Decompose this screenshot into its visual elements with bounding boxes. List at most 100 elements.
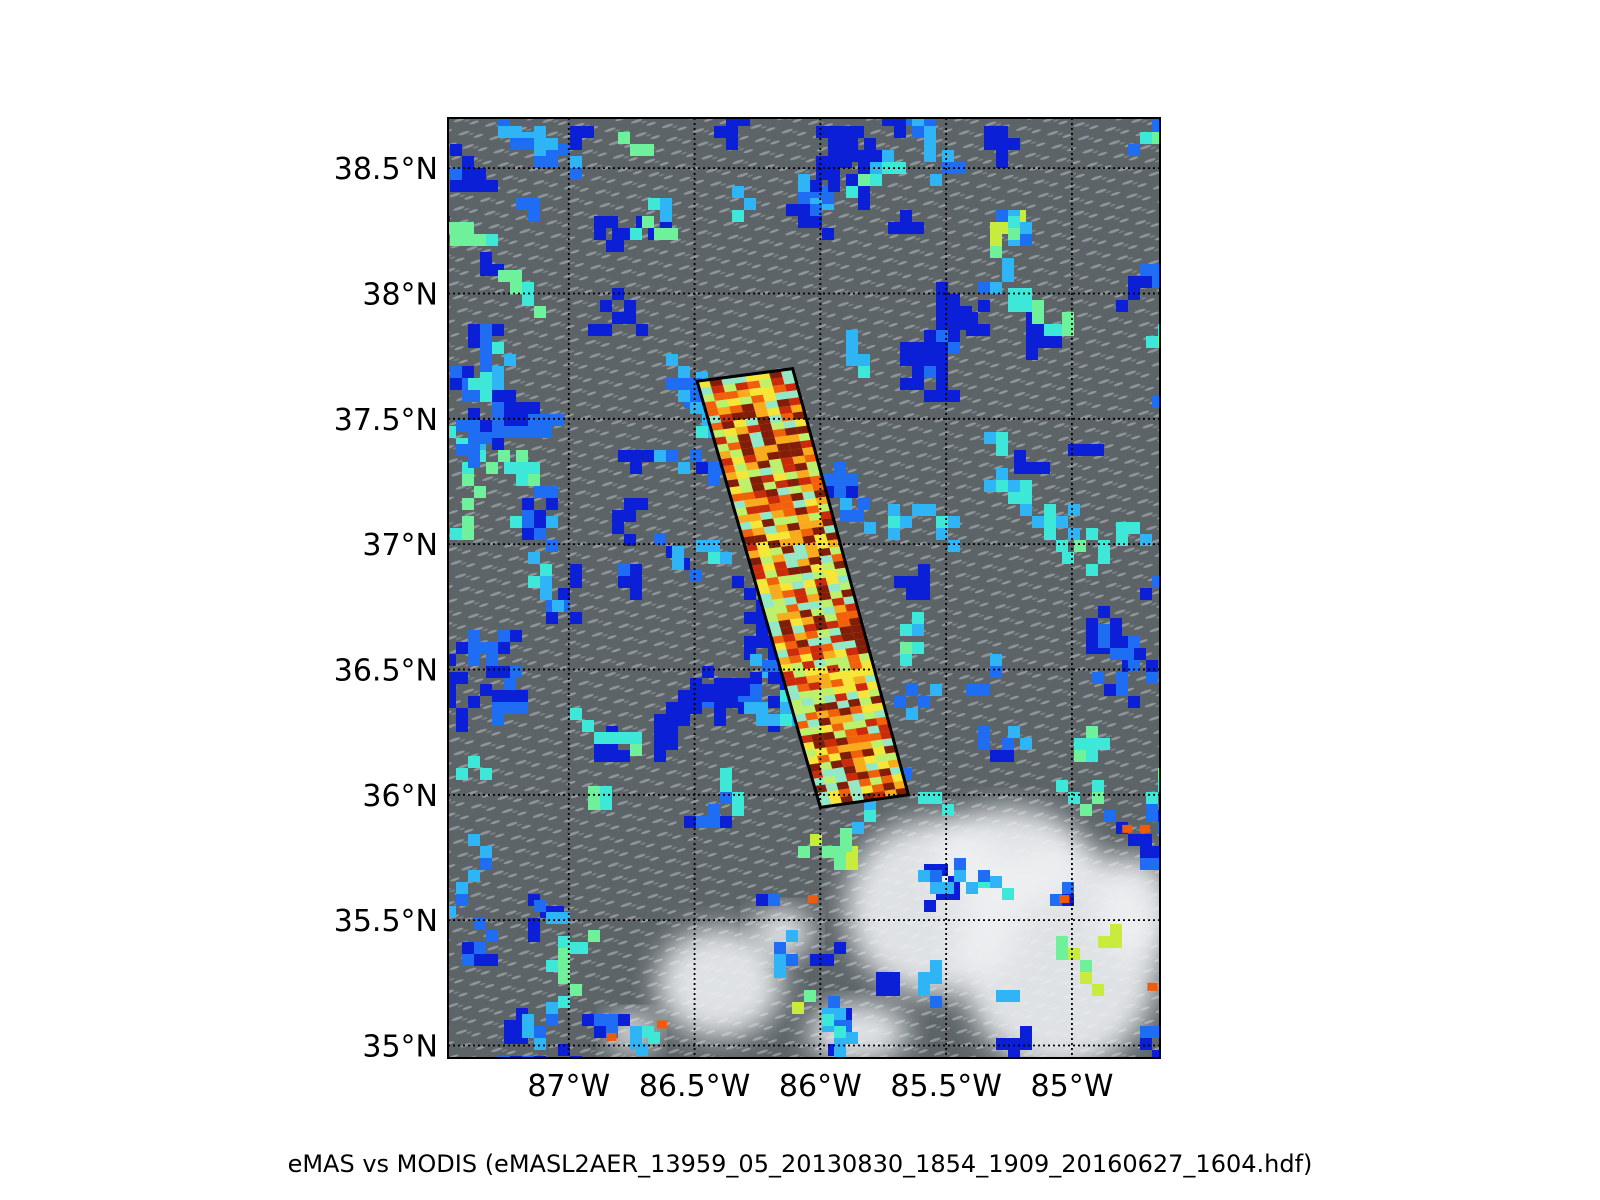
modis-pixel (480, 360, 492, 372)
modis-pixel (924, 150, 936, 162)
modis-pixel (618, 750, 630, 762)
modis-pixel (448, 696, 456, 708)
swath-cell (778, 405, 793, 415)
modis-pixel (498, 270, 510, 282)
modis-pixel (468, 870, 480, 882)
swath-cell (800, 572, 815, 581)
modis-pixel (630, 564, 642, 576)
swath-cell (825, 532, 839, 541)
modis-pixel (618, 576, 630, 588)
modis-pixel (870, 174, 882, 186)
modis-pixel (648, 198, 660, 210)
modis-pixel (534, 900, 546, 912)
swath-cell (711, 429, 726, 439)
swath-cell (853, 719, 867, 729)
modis-pixel (534, 306, 546, 318)
modis-pixel (492, 426, 504, 438)
swath-cell (804, 542, 818, 551)
swath-cell (755, 541, 770, 551)
swath-cell (740, 528, 754, 538)
modis-pixel (924, 366, 936, 378)
swath-cell (759, 511, 774, 521)
modis-pixel (570, 576, 582, 588)
swath-cell (793, 632, 808, 641)
modis-pixel (1008, 1050, 1020, 1058)
modis-pixel (516, 414, 528, 426)
swath-cell (801, 741, 816, 751)
modis-pixel (1152, 1026, 1160, 1038)
modis-pixel (462, 390, 474, 402)
modis-pixel (1020, 504, 1032, 516)
modis-pixel (636, 498, 648, 510)
swath-cell (741, 447, 756, 457)
swath-cell (772, 472, 787, 482)
modis-pixel (708, 540, 720, 552)
modis-pixel (558, 588, 570, 600)
modis-pixel (624, 498, 636, 510)
modis-pixel (936, 528, 948, 540)
modis-pixel (858, 174, 870, 186)
modis-pixel (930, 996, 942, 1008)
modis-pixel (528, 930, 540, 942)
modis-pixel (1152, 846, 1160, 858)
modis-pixel (456, 642, 468, 654)
swath-cell (787, 566, 801, 576)
modis-pixel (900, 354, 912, 366)
swath-cell (748, 387, 763, 397)
swath-cell (754, 408, 769, 418)
modis-pixel (1080, 804, 1092, 816)
swath-cell (790, 404, 805, 413)
swath-cell (845, 647, 859, 656)
swath-cell (836, 781, 850, 790)
swath-cell (876, 716, 890, 726)
swath-cell (810, 607, 825, 617)
plot-frame (447, 117, 1161, 1059)
modis-pixel (1128, 834, 1140, 846)
modis-pixel (498, 630, 510, 642)
swath-cell (794, 418, 809, 428)
modis-pixel (660, 210, 672, 222)
modis-pixel (1152, 1050, 1160, 1058)
swath-cell (717, 406, 732, 416)
modis-pixel (666, 228, 678, 240)
modis-pixel (894, 118, 906, 126)
modis-pixel (924, 504, 936, 516)
swath-cell (868, 688, 882, 697)
swath-cell (848, 617, 863, 626)
swath-cell (760, 386, 775, 395)
modis-pixel (510, 282, 522, 294)
modis-pixel (1008, 228, 1020, 240)
swath-cell (833, 604, 847, 614)
swath-cell (800, 483, 814, 493)
modis-pixel (612, 522, 624, 534)
swath-cell (733, 463, 748, 472)
modis-pixel (456, 708, 468, 720)
modis-pixel (570, 138, 582, 150)
modis-pixel (1008, 480, 1020, 492)
modis-pixel (606, 240, 618, 252)
modis-pixel (1080, 972, 1092, 984)
modis-pixel (1194, 288, 1206, 300)
modis-pixel (978, 300, 990, 312)
swath-cell (838, 788, 852, 798)
modis-pixel (822, 192, 834, 204)
modis-pixel (1014, 462, 1026, 474)
swath-cell (757, 548, 772, 558)
modis-pixel (840, 156, 852, 168)
swath-cell (732, 500, 746, 510)
swath-cell (814, 703, 828, 712)
swath-cell (797, 602, 811, 611)
modis-pixel (702, 690, 714, 702)
swath-cell (768, 584, 782, 593)
modis-pixel (894, 126, 906, 138)
swath-cell (701, 393, 716, 403)
modis-pixel (780, 714, 792, 726)
swath-cell (827, 708, 841, 718)
modis-pixel (912, 504, 924, 516)
modis-pixel (504, 390, 516, 402)
modis-pixel (852, 510, 864, 522)
swath-cell (837, 618, 851, 628)
swath-cell (878, 767, 892, 777)
modis-pixel (510, 270, 522, 282)
modis-pixel (684, 816, 696, 828)
